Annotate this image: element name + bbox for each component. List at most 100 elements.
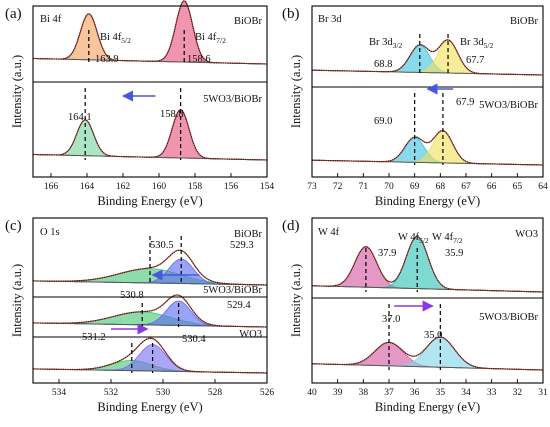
spectrum-biobr: BiOBr 163.9 158.6 Bi 4f5/2 Bi 4f7/2 bbox=[33, 0, 267, 65]
x-tick-label: 526 bbox=[260, 388, 275, 398]
sample-label: 5WO3/BiOBr bbox=[479, 312, 538, 323]
panel-label: (a) bbox=[5, 6, 22, 22]
x-tick-label: 33 bbox=[487, 388, 497, 398]
peak-name: Br 3d5/2 bbox=[460, 37, 493, 50]
background-line bbox=[33, 280, 267, 286]
x-tick-label: 36 bbox=[410, 388, 420, 398]
fit-peak bbox=[33, 119, 267, 161]
spectrum-5wo3biobr: 5WO3/BiOBr 37.0 35.0 bbox=[312, 304, 543, 371]
x-tick-label: 31 bbox=[538, 388, 548, 398]
peak-value: 158.8 bbox=[160, 109, 184, 120]
x-tick-label: 70 bbox=[384, 182, 394, 192]
x-tick-label: 40 bbox=[307, 388, 317, 398]
fit-peak bbox=[33, 344, 267, 374]
x-tick-label: 72 bbox=[333, 182, 343, 192]
peak-value: 67.9 bbox=[456, 97, 474, 108]
peak-value: 67.7 bbox=[466, 55, 484, 66]
peak-value: 35.0 bbox=[424, 330, 442, 341]
raw-data bbox=[33, 294, 267, 328]
core-level-label: W 4f bbox=[318, 227, 340, 238]
x-tick-label: 67 bbox=[461, 182, 471, 192]
x-tick-label: 534 bbox=[52, 388, 67, 398]
x-tick-label: 38 bbox=[359, 388, 369, 398]
x-tick-label: 35 bbox=[436, 388, 446, 398]
x-tick-label: 64 bbox=[538, 182, 548, 192]
x-tick-label: 66 bbox=[487, 182, 497, 192]
x-tick-label: 528 bbox=[208, 388, 223, 398]
peak-value: 164.1 bbox=[68, 112, 92, 123]
sample-label: 5WO3/BiOBr bbox=[203, 285, 262, 296]
core-level-label: Br 3d bbox=[318, 14, 342, 25]
y-axis-label: Intensity (a.u.) bbox=[10, 264, 24, 337]
y-axis-label: Intensity (a.u.) bbox=[10, 55, 24, 128]
x-tick-label: 532 bbox=[104, 388, 119, 398]
x-tick-label: 164 bbox=[80, 182, 95, 192]
sample-label: WO3 bbox=[239, 329, 262, 340]
peak-value: 529.4 bbox=[227, 300, 251, 311]
panel-label: (c) bbox=[5, 218, 22, 234]
x-tick-label: 158 bbox=[188, 182, 203, 192]
x-axis-label: Binding Energy (eV) bbox=[97, 194, 202, 208]
x-tick-label: 65 bbox=[513, 182, 523, 192]
plot-frame bbox=[311, 5, 544, 178]
x-axis-label: Binding Energy (eV) bbox=[375, 400, 480, 414]
fit-peak bbox=[312, 130, 543, 166]
spectrum-5wo3biobr: 5WO3/BiOBr 530.8 529.4 bbox=[33, 285, 267, 328]
peak-value: 529.3 bbox=[230, 240, 254, 251]
peak-name: Br 3d3/2 bbox=[369, 37, 402, 50]
sample-label: BiOBr bbox=[510, 16, 539, 27]
x-tick-label: 73 bbox=[307, 182, 317, 192]
panel-b: BiOBr 68.8 67.7 Br 3d3/2 Br 3d5/2 5WO3/BiOBr 6… bbox=[282, 5, 548, 208]
envelope-line bbox=[312, 336, 543, 371]
x-tick-label: 154 bbox=[260, 182, 275, 192]
x-tick-label: 530 bbox=[156, 388, 171, 398]
x-axis-label: Binding Energy (eV) bbox=[375, 194, 480, 208]
peak-value: 158.6 bbox=[187, 54, 211, 65]
spectrum-biobr: BiOBr 530.5 529.3 bbox=[33, 229, 267, 286]
peak-name: W 4f5/2 bbox=[398, 232, 429, 245]
peak-value: 163.9 bbox=[95, 54, 119, 65]
peak-value: 37.0 bbox=[382, 314, 400, 325]
envelope-line bbox=[33, 109, 267, 161]
fit-peak bbox=[33, 0, 267, 65]
panel-d: WO3 37.9 35.9 W 4f5/2 W 4f7/2 5WO3/BiOBr 37.0 3… bbox=[282, 217, 548, 414]
x-tick-label: 69 bbox=[410, 182, 420, 192]
x-tick-label: 160 bbox=[152, 182, 167, 192]
plot-frame bbox=[32, 5, 268, 178]
plot-frame bbox=[32, 217, 268, 384]
peak-name: Bi 4f5/2 bbox=[100, 32, 131, 45]
x-axis-label: Binding Energy (eV) bbox=[97, 400, 202, 414]
sample-label: BiOBr bbox=[234, 229, 263, 240]
peak-value: 530.5 bbox=[150, 240, 174, 251]
x-tick-label: 39 bbox=[333, 388, 343, 398]
envelope-line bbox=[33, 0, 267, 65]
envelope-line bbox=[33, 337, 267, 374]
peak-value: 530.8 bbox=[120, 290, 144, 301]
panel-label: (d) bbox=[282, 218, 300, 234]
peak-value: 530.4 bbox=[182, 334, 206, 345]
x-tick-label: 166 bbox=[44, 182, 59, 192]
sample-label: 5WO3/BiOBr bbox=[203, 94, 262, 105]
panel-c: BiOBr 530.5 529.3 5WO3/BiOBr 530.8 529.4 WO3 53… bbox=[5, 217, 275, 414]
peak-value: 35.9 bbox=[445, 248, 463, 259]
peak-value: 37.9 bbox=[378, 248, 396, 259]
y-axis-label: Intensity (a.u.) bbox=[289, 264, 303, 337]
core-level-label: O 1s bbox=[40, 227, 60, 238]
x-tick-label: 162 bbox=[116, 182, 131, 192]
x-tick-label: 32 bbox=[513, 388, 523, 398]
spectrum-5wo3biobr: 5WO3/BiOBr 69.0 67.9 bbox=[312, 93, 543, 166]
spectrum-biobr: BiOBr 68.8 67.7 Br 3d3/2 Br 3d5/2 bbox=[312, 16, 543, 76]
spectrum-5wo3biobr: 5WO3/BiOBr 164.1 158.8 bbox=[33, 88, 267, 161]
x-tick-label: 156 bbox=[224, 182, 239, 192]
raw-data bbox=[33, 0, 267, 65]
spectrum-wo3: WO3 37.9 35.9 W 4f5/2 W 4f7/2 bbox=[312, 229, 543, 293]
spectrum-wo3: WO3 531.2 530.4 bbox=[33, 329, 267, 374]
raw-data bbox=[312, 235, 543, 293]
raw-data bbox=[312, 39, 543, 76]
panel-label: (b) bbox=[282, 6, 300, 22]
sample-label: 5WO3/BiOBr bbox=[479, 100, 538, 111]
peak-value: 69.0 bbox=[374, 116, 392, 127]
plot-frame bbox=[311, 217, 544, 384]
x-tick-label: 68 bbox=[436, 182, 446, 192]
